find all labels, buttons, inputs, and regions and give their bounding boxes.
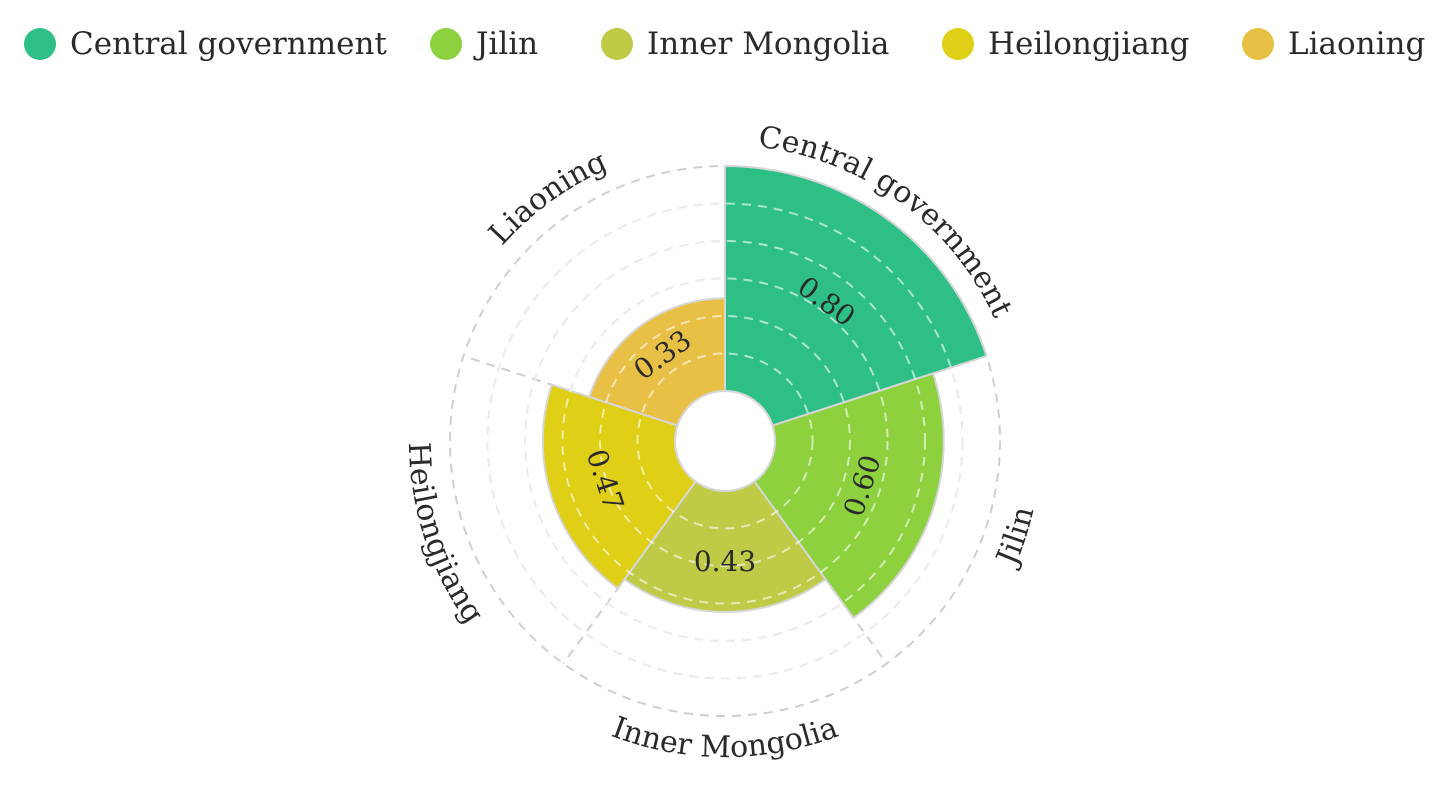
legend-item-jilin[interactable]: Jilin xyxy=(430,24,538,64)
legend-item-liaoning[interactable]: Liaoning xyxy=(1242,24,1425,64)
grid-overlay xyxy=(486,202,964,680)
legend-item-heilongjiang[interactable]: Heilongjiang xyxy=(942,24,1190,64)
grid-circle xyxy=(449,165,1001,717)
sector-central-government[interactable] xyxy=(724,164,988,427)
category-label-inner-mongolia: Inner Mongolia xyxy=(608,710,843,765)
value-labels: 0.800.600.430.470.33 xyxy=(580,270,888,578)
center-hole xyxy=(674,390,776,492)
legend-swatch xyxy=(601,28,633,60)
grid-circle-overlay xyxy=(599,315,851,567)
chart-legend: Central government Jilin Inner Mongolia … xyxy=(0,0,1444,90)
grid-circle-overlay xyxy=(561,277,889,605)
value-label: 0.43 xyxy=(694,545,756,578)
legend-item-inner-mongolia[interactable]: Inner Mongolia xyxy=(601,24,889,64)
center-hole xyxy=(674,390,776,492)
legend-label: Heilongjiang xyxy=(988,26,1190,62)
grid-circle-overlay xyxy=(636,352,814,530)
category-label-liaoning: Liaoning xyxy=(482,144,612,252)
sectors xyxy=(541,164,988,620)
grid-circle-overlay xyxy=(486,202,964,680)
legend-swatch xyxy=(1242,28,1274,60)
legend-label: Liaoning xyxy=(1288,26,1426,62)
legend-item-central-government[interactable]: Central government xyxy=(24,24,387,64)
legend-label: Jilin xyxy=(476,26,539,62)
grid-circle-overlay xyxy=(524,240,926,642)
legend-label: Inner Mongolia xyxy=(647,26,890,62)
legend-swatch xyxy=(430,28,462,60)
category-label-jilin: Jilin xyxy=(989,503,1042,573)
legend-label: Central government xyxy=(70,26,387,62)
category-label-heilongjiang: Heilongjiang xyxy=(401,441,491,630)
legend-swatch xyxy=(24,28,56,60)
legend-swatch xyxy=(942,28,974,60)
